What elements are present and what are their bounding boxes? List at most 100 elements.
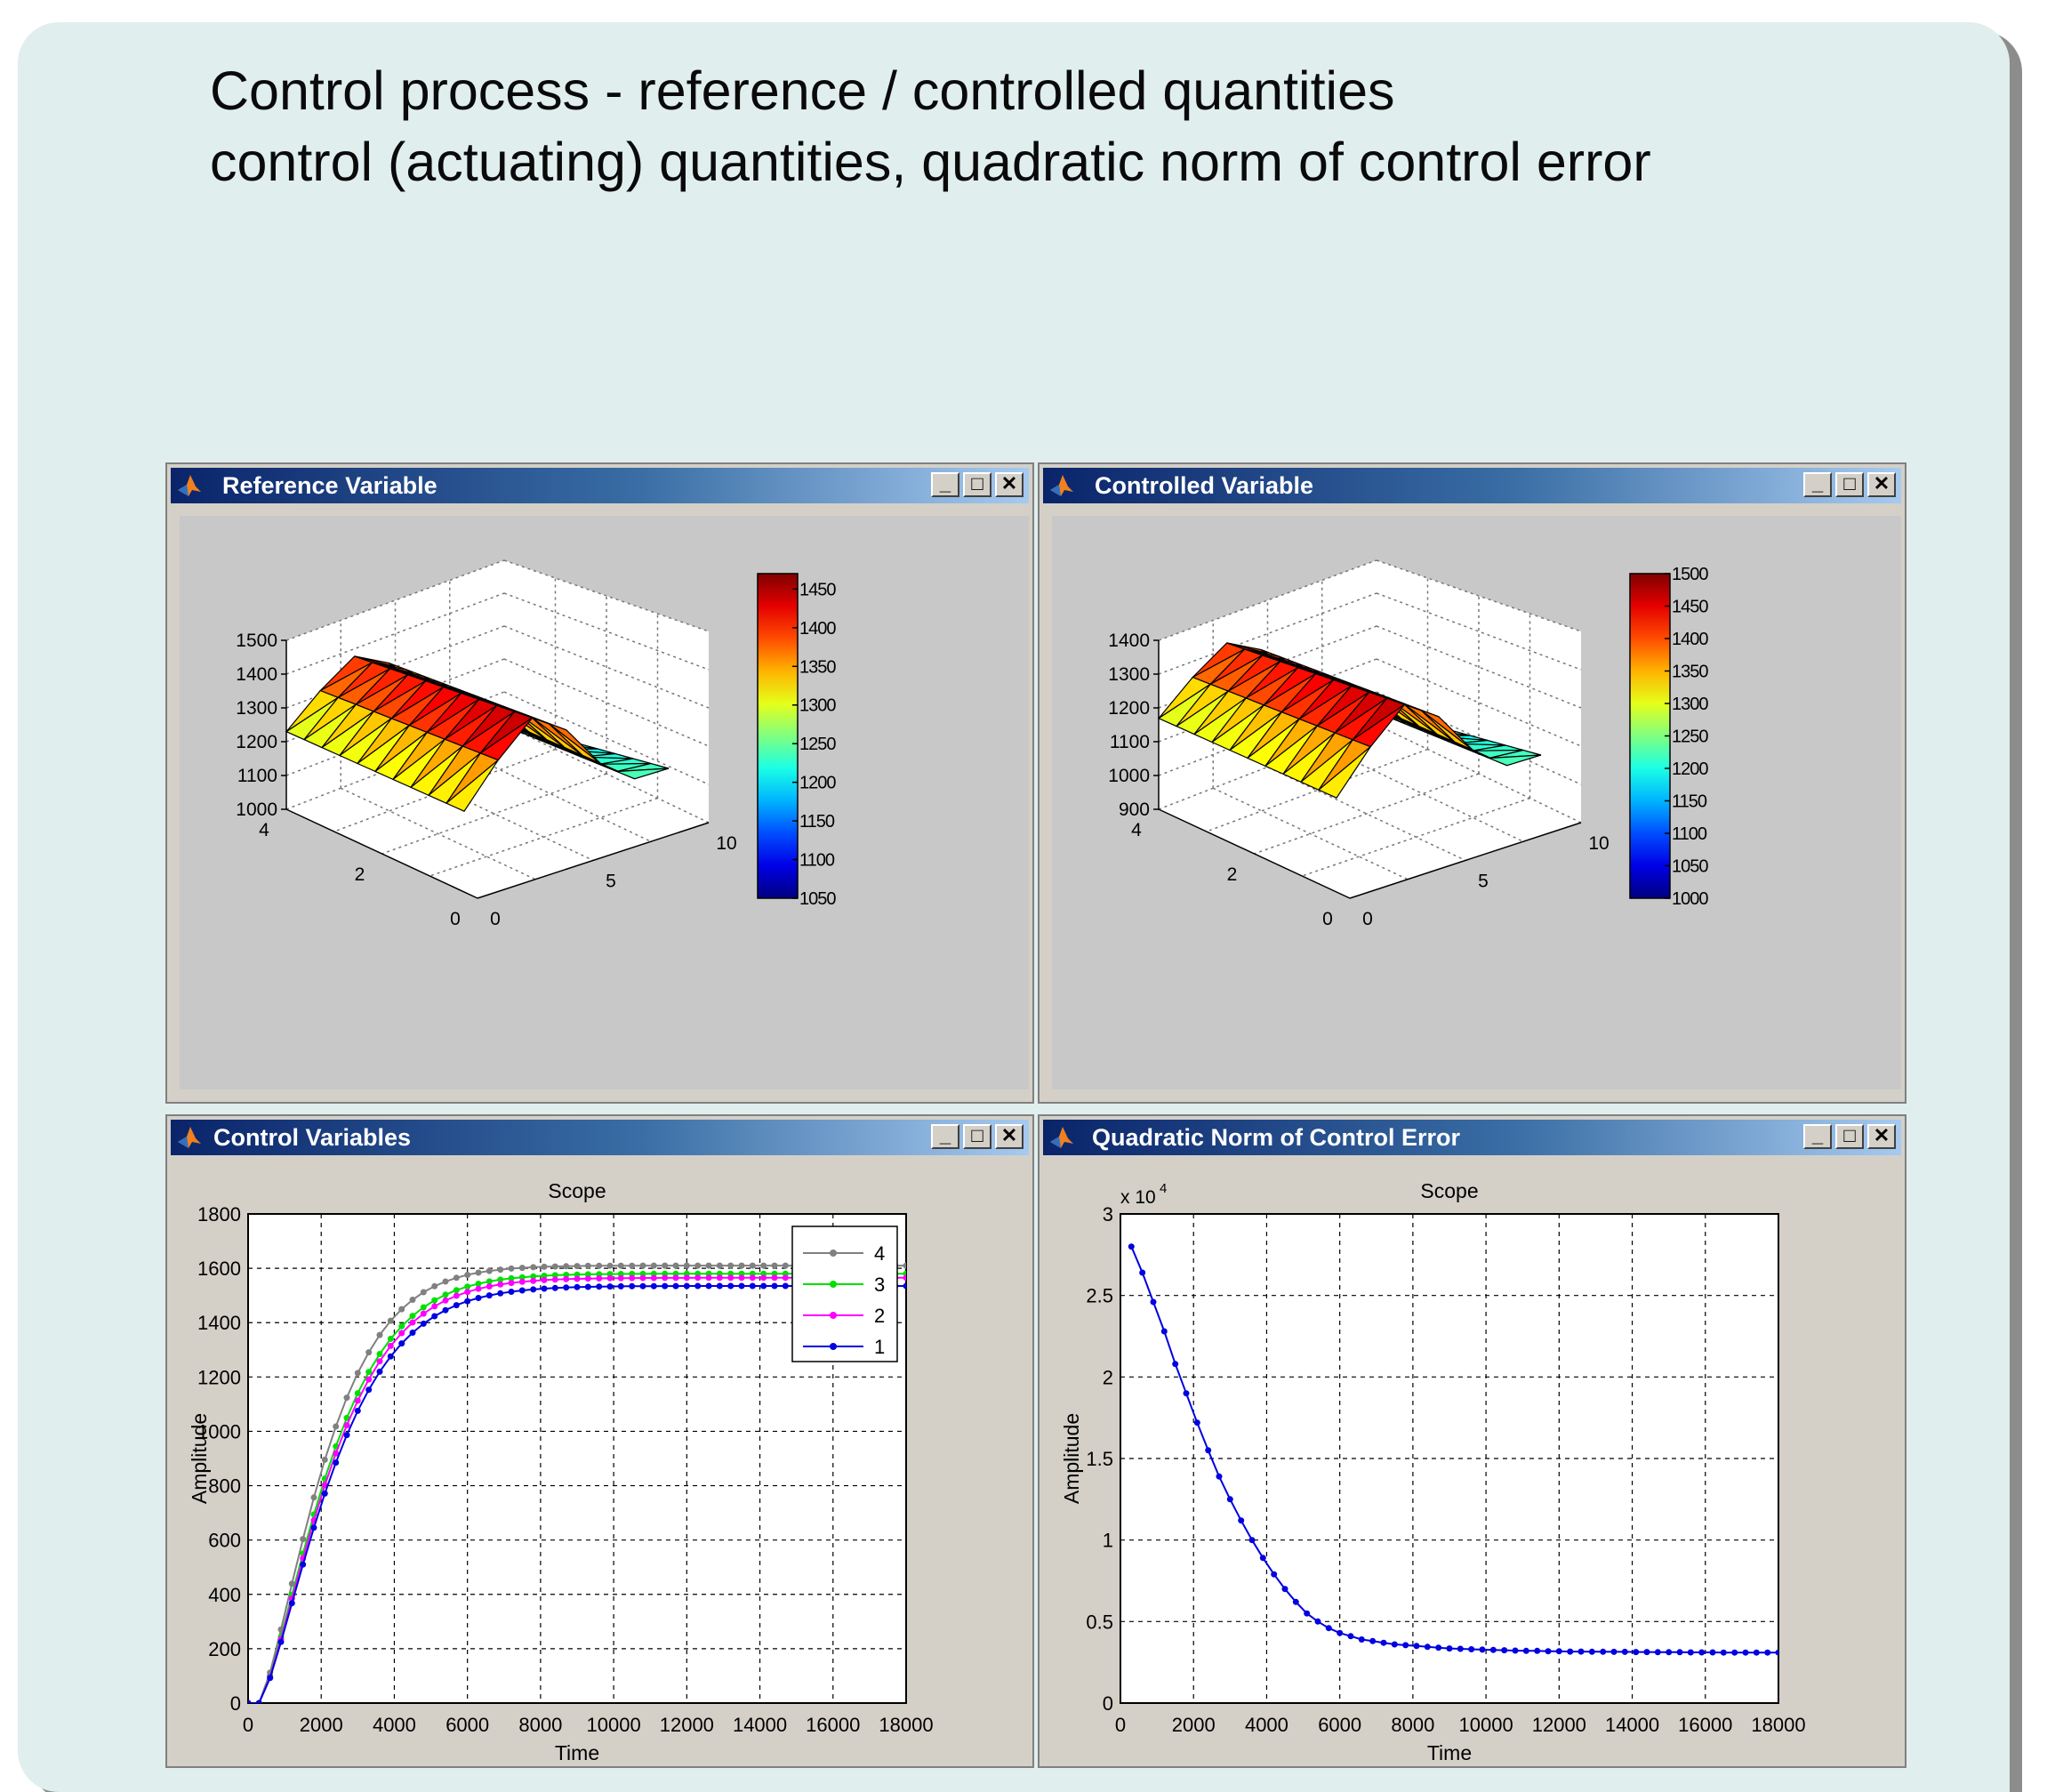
data-point [738, 1274, 745, 1282]
data-point [343, 1394, 350, 1402]
minimize-button[interactable]: _ [931, 1124, 959, 1149]
maximize-button[interactable]: □ [1835, 472, 1864, 497]
data-point [1238, 1517, 1245, 1524]
quadratic-norm-scope[interactable]: 0 2000 4000 6000 8000 10000 12000 14000 16000 180… [1043, 1159, 1901, 1764]
x-tick-label: 0 [490, 909, 501, 929]
data-point [453, 1287, 460, 1294]
x-tick-label: 12000 [660, 1714, 714, 1736]
data-point [1271, 1571, 1278, 1578]
x-tick-label: 6000 [1318, 1714, 1361, 1736]
x-tick-label: 0 [243, 1714, 253, 1736]
control-variables-window[interactable]: Control Variables _ □ ✕ 0 2000 4000 6000 800… [165, 1114, 1034, 1768]
x-tick-label: 0 [1115, 1714, 1126, 1736]
data-point [300, 1536, 307, 1543]
data-point [398, 1322, 405, 1330]
matlab-logo-icon [1050, 475, 1073, 496]
data-point [1380, 1639, 1387, 1646]
data-point [672, 1274, 679, 1282]
maximize-button[interactable]: □ [1835, 1124, 1864, 1149]
data-point [727, 1274, 735, 1282]
z-tick-label: 1100 [237, 766, 277, 786]
data-point [617, 1282, 624, 1290]
y-tick-label: 1600 [197, 1258, 241, 1280]
window-titlebar[interactable]: Control Variables _ □ ✕ [171, 1120, 1029, 1155]
data-point [310, 1524, 317, 1531]
data-point [596, 1283, 603, 1290]
data-point [650, 1274, 657, 1282]
maximize-button[interactable]: □ [963, 1124, 991, 1149]
data-point [1753, 1649, 1760, 1656]
reference-variable-window[interactable]: Reference Variable _ □ ✕ 1000 1100 1200 130… [165, 462, 1034, 1104]
data-point [1358, 1636, 1365, 1643]
data-point [1709, 1649, 1716, 1656]
minimize-icon: _ [1811, 472, 1824, 494]
minimize-button[interactable]: _ [931, 472, 959, 497]
colorbar [757, 573, 799, 899]
controlled-variable-window[interactable]: Controlled Variable _ □ ✕ 900 1000 1100 120… [1038, 462, 1907, 1104]
window-content: 0 2000 4000 6000 8000 10000 12000 14000 16000 180… [1043, 1159, 1901, 1764]
y-tick-label: 4 [1131, 820, 1142, 840]
data-point [1468, 1646, 1475, 1652]
data-point [248, 1700, 252, 1703]
quadratic-norm-window[interactable]: Quadratic Norm of Control Error _ □ ✕ 0 2… [1038, 1114, 1907, 1768]
data-point [1172, 1361, 1179, 1368]
close-button[interactable]: ✕ [995, 1124, 1024, 1149]
data-point [782, 1274, 789, 1282]
y-tick-label: 2 [1227, 864, 1238, 885]
data-point [431, 1303, 438, 1310]
y-tick-label: 0.5 [1086, 1611, 1113, 1633]
data-point [574, 1283, 581, 1290]
data-point [333, 1459, 340, 1467]
colorbar-tick-label: 1450 [799, 580, 836, 599]
data-point [431, 1282, 438, 1290]
data-point [1216, 1473, 1223, 1480]
x-tick-label: 14000 [733, 1714, 787, 1736]
data-point [662, 1274, 669, 1282]
data-point [409, 1297, 416, 1303]
colorbar-tick-label: 1150 [799, 812, 835, 832]
data-point [749, 1274, 756, 1282]
data-point [1424, 1643, 1431, 1651]
close-button[interactable]: ✕ [1867, 472, 1896, 497]
window-titlebar[interactable]: Controlled Variable _ □ ✕ [1043, 468, 1901, 503]
maximize-button[interactable]: □ [963, 472, 991, 497]
data-point [420, 1310, 427, 1317]
data-point [321, 1456, 328, 1463]
minimize-icon: _ [1811, 1124, 1824, 1146]
minimize-button[interactable]: _ [1803, 1124, 1832, 1149]
data-point [1621, 1648, 1628, 1655]
data-point [1764, 1649, 1771, 1656]
data-point [1391, 1641, 1398, 1648]
minimize-button[interactable]: _ [1803, 472, 1832, 497]
data-point [310, 1494, 317, 1501]
z-tick-label: 1300 [236, 698, 277, 719]
window-titlebar[interactable]: Quadratic Norm of Control Error _ □ ✕ [1043, 1120, 1901, 1155]
x-tick-label: 5 [1478, 872, 1489, 892]
data-point [518, 1274, 526, 1281]
data-point [530, 1286, 537, 1293]
close-button[interactable]: ✕ [1867, 1124, 1896, 1149]
x-tick-label: 10 [1588, 833, 1609, 854]
data-point [662, 1282, 669, 1290]
data-point [453, 1292, 460, 1299]
data-point [541, 1263, 548, 1270]
window-titlebar[interactable]: Reference Variable _ □ ✕ [171, 468, 1029, 503]
data-point [1160, 1328, 1168, 1335]
data-point [1742, 1649, 1749, 1656]
data-point [1193, 1419, 1200, 1426]
data-point [1687, 1649, 1694, 1656]
x-tick-label: 8000 [1391, 1714, 1434, 1736]
legend-marker [830, 1250, 837, 1257]
data-point [541, 1276, 548, 1283]
z-tick-label: 1200 [1108, 698, 1150, 719]
reference-surface-plot[interactable]: 1000 1100 1200 1300 1400 1500 0 2 4 0 5 10 1050 1100 1… [171, 507, 1029, 1098]
close-button[interactable]: ✕ [995, 472, 1024, 497]
data-point [1281, 1586, 1288, 1593]
data-point [541, 1285, 548, 1292]
chart-title: Scope [1420, 1179, 1478, 1202]
control-variables-scope[interactable]: 0 2000 4000 6000 8000 10000 12000 14000 16000 180… [171, 1159, 1029, 1764]
controlled-surface-plot[interactable]: 900 1000 1100 1200 1300 1400 0 2 4 0 5 10 1000 1050 11… [1043, 507, 1901, 1098]
slide-title-line2: control (actuating) quantities, quadrati… [210, 132, 1651, 192]
z-tick-label: 1400 [1108, 631, 1150, 651]
window-title: Control Variables [213, 1124, 412, 1151]
